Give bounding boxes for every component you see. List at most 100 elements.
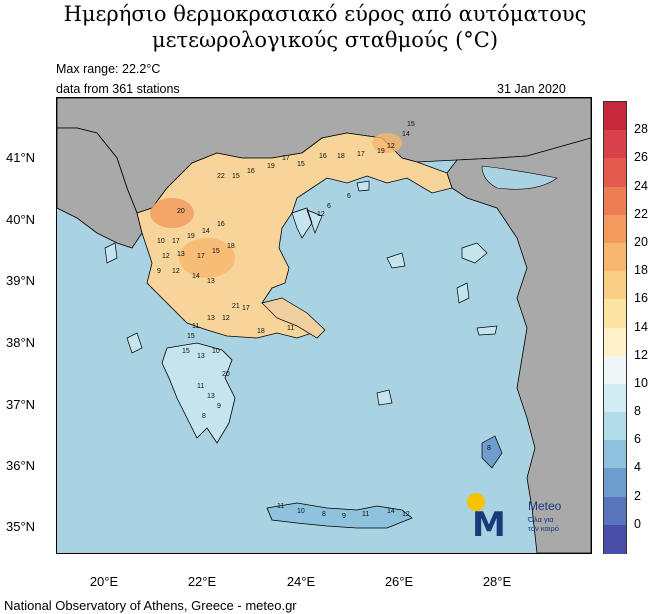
colorbar-label: 6 — [634, 432, 641, 447]
warm-zone-thessaly — [179, 238, 235, 278]
lon-label-28e: 28°E — [482, 574, 512, 589]
chalkidiki — [291, 207, 323, 239]
peloponnese — [161, 342, 236, 444]
colorbar-segment — [604, 440, 626, 469]
lat-label-39n: 39°N — [6, 273, 36, 288]
station-value: 15 — [182, 348, 190, 355]
station-value: 8 — [322, 511, 326, 518]
station-value: 13 — [207, 393, 215, 400]
station-value: 8 — [487, 445, 491, 452]
station-value: 14 — [402, 131, 410, 138]
sun-icon — [467, 493, 485, 511]
colorbar-segment — [604, 412, 626, 441]
station-value: 10 — [157, 238, 165, 245]
station-value: 17 — [357, 151, 365, 158]
kefalonia-island — [126, 332, 143, 354]
logo-slogan-line-2: τον καιρό — [528, 524, 559, 533]
colorbar-label: 10 — [634, 375, 648, 390]
limnos-island — [386, 252, 406, 269]
station-value: 10 — [297, 508, 305, 515]
lat-label-40n: 40°N — [6, 212, 36, 227]
colorbar-segment — [604, 102, 626, 131]
station-value: 16 — [247, 168, 255, 175]
warm-zone-macedonia — [150, 198, 194, 228]
station-value: 12 — [172, 268, 180, 275]
station-value: 6 — [347, 193, 351, 200]
map-title-line-2: μετεωρολογικούς σταθμούς (°C) — [151, 28, 499, 52]
station-value: 17 — [172, 238, 180, 245]
lat-label-38n: 38°N — [6, 335, 36, 350]
lon-label-26e: 26°E — [384, 574, 414, 589]
lat-label-37n: 37°N — [6, 397, 36, 412]
station-value: 11 — [277, 503, 284, 510]
colorbar-segment — [604, 186, 626, 216]
colorbar-label: 16 — [634, 291, 648, 306]
colorbar-segment — [604, 271, 626, 300]
colorbar-label: 20 — [634, 234, 648, 249]
station-value: 18 — [257, 328, 265, 335]
colorbar-label: 28 — [634, 122, 648, 137]
colorbar-segment — [604, 214, 626, 244]
thasos-island — [356, 180, 370, 192]
colorbar-label: 8 — [634, 404, 641, 419]
crete-island — [266, 502, 413, 529]
station-value: 11 — [192, 323, 199, 330]
stations-count-text: data from 361 stations — [56, 82, 180, 96]
colorbar-segment — [604, 299, 626, 328]
max-range-text: Max range: 22.2°C — [56, 62, 161, 76]
lat-label-35n: 35°N — [6, 519, 36, 534]
station-value: 17 — [282, 155, 290, 162]
colorbar — [603, 101, 627, 554]
station-value: 11 — [287, 325, 294, 332]
lat-label-41n: 41°N — [6, 150, 36, 165]
station-value: 9 — [342, 513, 346, 520]
evia-island — [261, 297, 326, 339]
lon-label-20e: 20°E — [89, 574, 119, 589]
station-value: 12 — [402, 511, 410, 518]
samos-island — [476, 325, 498, 336]
station-value: 18 — [337, 153, 345, 160]
colorbar-segment — [604, 130, 626, 159]
warm-zone-thrace — [372, 133, 402, 153]
station-value: 6 — [327, 203, 331, 210]
colorbar-label: 18 — [634, 263, 648, 278]
colorbar-label: 22 — [634, 206, 648, 221]
station-value: 13 — [207, 315, 215, 322]
naxos-island — [376, 389, 393, 406]
colorbar-segment — [604, 496, 626, 526]
colorbar-segment — [604, 158, 626, 188]
corfu-island — [104, 242, 118, 264]
station-value: 13 — [197, 353, 205, 360]
colorbar-label: 24 — [634, 178, 648, 193]
colorbar-label: 14 — [634, 319, 648, 334]
station-value: 17 — [242, 305, 250, 312]
lon-label-22e: 22°E — [187, 574, 217, 589]
station-value: 15 — [297, 161, 305, 168]
rhodes-island — [481, 435, 503, 469]
colorbar-label: 4 — [634, 460, 641, 475]
logo-slogan: Όλα για τον καιρό — [528, 515, 559, 533]
station-value: 15 — [212, 248, 220, 255]
colorbar-label: 26 — [634, 150, 648, 165]
meteo-m-icon: M — [472, 505, 506, 545]
turkey-land — [446, 137, 591, 553]
colorbar-label: 2 — [634, 488, 641, 503]
station-value: 21 — [232, 303, 240, 310]
colorbar-segment — [604, 383, 626, 413]
colorbar-segment — [604, 327, 626, 357]
station-value: 13 — [177, 251, 185, 258]
station-value: 16 — [217, 221, 225, 228]
station-value: 12 — [222, 315, 230, 322]
date-text: 31 Jan 2020 — [497, 82, 566, 96]
lat-label-36n: 36°N — [6, 458, 36, 473]
greece-mainland — [136, 132, 453, 339]
colorbar-segment — [604, 524, 626, 554]
station-value: 19 — [377, 148, 385, 155]
station-value: 20 — [177, 208, 185, 215]
station-value: 14 — [192, 273, 200, 280]
station-value: 13 — [207, 278, 215, 285]
station-value: 20 — [222, 371, 230, 378]
colorbar-label: 0 — [634, 516, 641, 531]
